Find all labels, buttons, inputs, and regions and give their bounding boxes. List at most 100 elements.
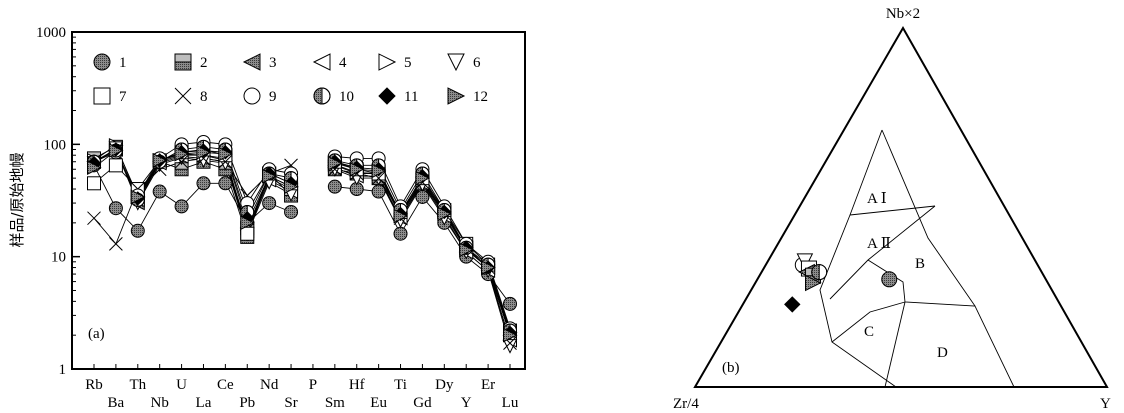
panel-b-ternary-diagram: A Ⅰ A Ⅱ B C D Nb×2 Zr/4 Y (b) [673, 6, 1111, 412]
a-point-series-8 [87, 211, 101, 226]
a-point-series-1 [327, 179, 342, 194]
b-boundary-right [881, 129, 976, 307]
b-vertex-label-top: Nb×2 [886, 6, 920, 22]
a-point-series-12 [371, 163, 387, 179]
a-x-tick-label-top: Ti [394, 377, 407, 393]
a-point-series-1 [130, 223, 145, 238]
a-x-tick-label-bottom: Eu [370, 395, 387, 411]
b-field-label-a2: A Ⅱ [867, 236, 891, 252]
a-legend-label-4: 4 [339, 55, 347, 71]
a-legend-label-10: 10 [339, 89, 354, 105]
b-point-series-1 [881, 271, 898, 288]
a-legend-marker-6 [447, 53, 465, 72]
a-x-axis: Rb Th U Ce Nd P Hf Ti Dy Er Ba Nb La Pb Sr Sm Eu Gd Y Lu [85, 364, 519, 411]
b-field-label-a1: A Ⅰ [867, 191, 887, 207]
a-point-series-12 [174, 146, 190, 162]
a-legend-marker-7 [93, 87, 111, 105]
a-legend-label-3: 3 [269, 55, 277, 71]
a-y-axis: 1 10 100 1000 [36, 25, 80, 378]
a-legend-label-12: 12 [473, 89, 488, 105]
a-point-series-1 [152, 184, 167, 199]
a-legend-marker-1 [93, 53, 111, 71]
a-legend-label-1: 1 [119, 55, 127, 71]
a-series-line-12 [93, 149, 511, 336]
a-legend-label-6: 6 [473, 55, 481, 71]
a-series-line-4 [93, 148, 511, 341]
a-legend-marker-2 [174, 53, 192, 71]
a-series-line-6 [93, 147, 511, 347]
a-point-series-1 [503, 296, 517, 311]
a-legend-label-9: 9 [269, 89, 277, 105]
a-y-tick-label: 1 [59, 362, 67, 378]
b-boundary-a2-c [829, 205, 936, 300]
a-y-tick-label: 10 [51, 250, 66, 266]
a-point-series-12 [262, 168, 277, 184]
a-point-series-12 [196, 144, 212, 160]
a-series-markers [86, 134, 518, 354]
a-point-series-12 [415, 170, 431, 186]
a-y-tick-label: 1000 [36, 25, 66, 41]
a-x-tick-label-top: Nd [260, 377, 279, 393]
b-vertex-label-right: Y [1100, 396, 1111, 412]
a-point-series-12 [130, 189, 146, 205]
a-series-line-7 [93, 149, 511, 331]
a-x-tick-label-top: Ce [217, 377, 234, 393]
a-x-tick-label-top: Th [129, 377, 146, 393]
a-legend-marker-3 [242, 53, 261, 71]
a-point-series-7 [87, 176, 101, 191]
a-legend-marker-12 [447, 87, 466, 105]
a-x-tick-label-top: Er [481, 377, 495, 393]
b-boundary-d [884, 301, 906, 388]
a-point-series-1 [174, 199, 189, 214]
b-boundary-a1-a2 [849, 205, 936, 216]
a-series-line-2 [93, 146, 511, 331]
a-series-line-3 [93, 148, 511, 336]
a-legend-marker-8 [174, 87, 192, 105]
a-point-series-12 [437, 206, 452, 222]
a-point-series-1 [371, 184, 386, 199]
a-legend-label-11: 11 [404, 89, 418, 105]
b-ternary-frame [693, 25, 1109, 388]
a-x-tick-label-bottom: Sr [284, 395, 297, 411]
a-plot-frame [71, 31, 526, 370]
a-point-series-1 [393, 226, 408, 241]
a-point-series-12 [327, 155, 343, 171]
a-point-series-12 [393, 208, 409, 224]
a-point-series-12 [87, 160, 102, 175]
a-x-tick-label-top: P [309, 377, 317, 393]
a-legend-label-2: 2 [200, 55, 208, 71]
b-point-series-12 [805, 274, 822, 292]
a-point-series-12 [481, 260, 496, 275]
b-field-label-d: D [937, 345, 948, 361]
b-vertex-label-left: Zr/4 [673, 396, 699, 412]
a-point-series-12 [503, 327, 518, 343]
a-point-series-8 [109, 237, 123, 251]
a-legend-label-8: 8 [200, 89, 208, 105]
b-boundary-left [819, 129, 897, 388]
a-panel-label: (a) [88, 326, 105, 342]
a-x-tick-label-bottom: Ba [108, 395, 125, 411]
a-point-series-12 [284, 179, 299, 194]
a-legend-marker-10 [313, 87, 331, 105]
b-field-labels: A Ⅰ A Ⅱ B C D [864, 191, 948, 361]
b-data-points [784, 253, 898, 313]
a-x-tick-label-bottom: La [196, 395, 212, 411]
a-point-series-12 [218, 146, 233, 162]
a-point-series-1 [108, 201, 123, 216]
a-series-line-11 [93, 148, 511, 333]
a-point-series-7 [240, 226, 255, 241]
a-legend-marker-5 [378, 53, 397, 71]
a-point-series-12 [459, 242, 474, 258]
a-x-tick-label-bottom: Nb [151, 395, 169, 411]
a-point-series-12 [152, 153, 168, 168]
a-legend-label-7: 7 [119, 89, 127, 105]
panel-a-spider-diagram: 1 10 100 1000 Rb Th U Ce Nd P Hf Ti Dy Er Ba Nb La Pb Sr S… [8, 25, 526, 411]
a-point-series-1 [415, 189, 430, 204]
a-x-tick-label-top: Rb [85, 377, 103, 393]
a-legend-marker-11 [378, 87, 396, 105]
a-point-series-12 [108, 143, 124, 158]
a-legend: 1 2 3 4 5 67 8 9 10 11 12 [93, 53, 488, 105]
a-series-line-10 [93, 146, 511, 331]
a-x-tick-label-bottom: Sm [325, 395, 345, 411]
